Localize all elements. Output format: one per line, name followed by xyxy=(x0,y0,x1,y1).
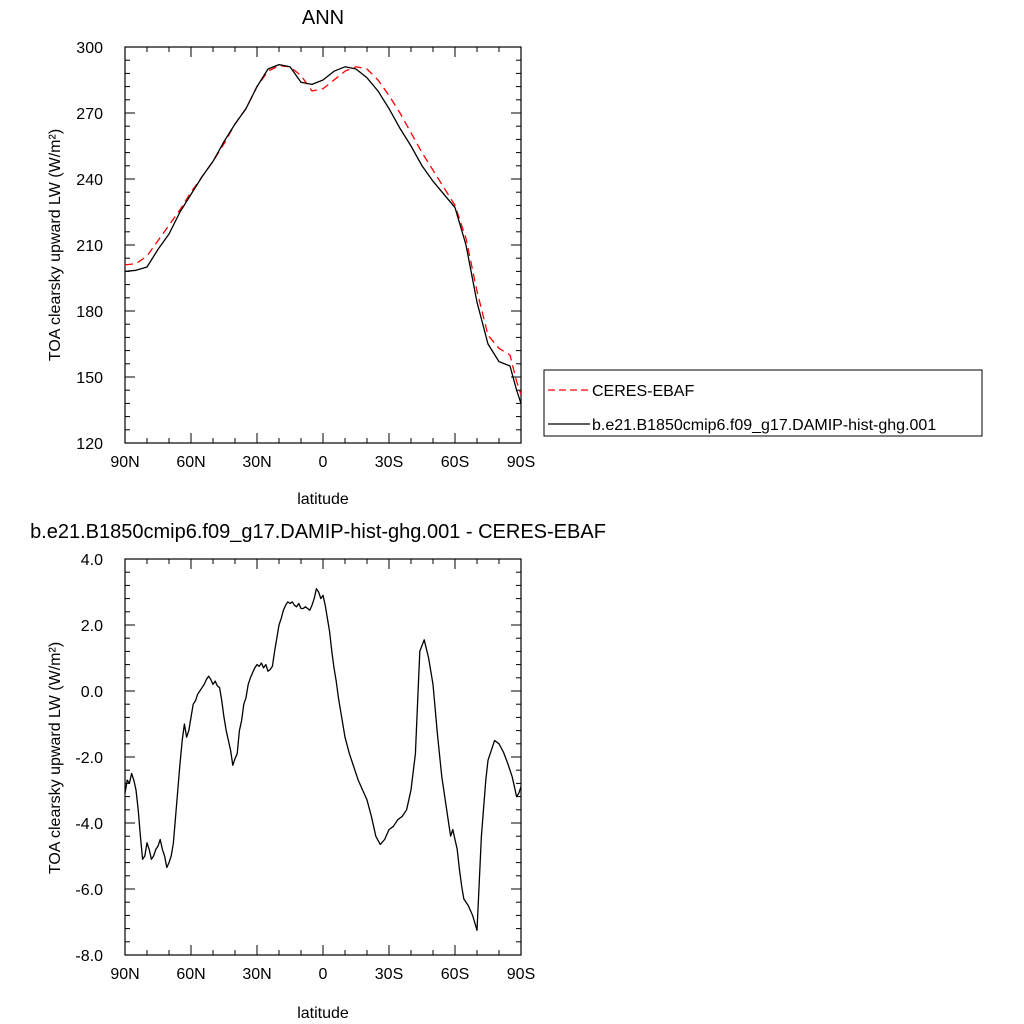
top-y-tick-label: 270 xyxy=(76,106,103,123)
bottom-y-tick-label: 4.0 xyxy=(81,552,103,569)
top-x-tick-label: 90S xyxy=(507,454,535,471)
top-panel: ANN 90N 60N 30N 0 30S 60S 90S 120 150 180 210 240 27… xyxy=(47,7,983,508)
bottom-plot-frame xyxy=(124,558,522,956)
bottom-y-tick-label: -4.0 xyxy=(75,816,103,833)
bottom-x-tick-label: 30N xyxy=(242,966,271,983)
bottom-y-tick-label: -2.0 xyxy=(75,750,103,767)
bottom-y-tick-label: 0.0 xyxy=(81,684,103,701)
legend: CERES-EBAF b.e21.B1850cmip6.f09_g17.DAMI… xyxy=(543,369,983,437)
top-y-tick-label: 150 xyxy=(76,370,103,387)
top-x-tick-label: 60N xyxy=(176,454,205,471)
bottom-x-axis-label: latitude xyxy=(297,1005,349,1022)
bottom-series-line-0 xyxy=(125,588,521,931)
bottom-y-tick-label: 2.0 xyxy=(81,618,103,635)
bottom-x-tick-label: 60N xyxy=(176,966,205,983)
legend-label-model: b.e21.B1850cmip6.f09_g17.DAMIP-hist-ghg.… xyxy=(592,417,936,434)
top-y-tick-label: 120 xyxy=(76,436,103,453)
top-y-tick-label: 210 xyxy=(76,238,103,255)
legend-box xyxy=(543,369,983,437)
top-chart-title: ANN xyxy=(302,7,344,29)
top-y-tick-label: 240 xyxy=(76,172,103,189)
bottom-x-tick-label: 60S xyxy=(441,966,469,983)
top-x-axis-label: latitude xyxy=(297,491,349,508)
bottom-panel: b.e21.B1850cmip6.f09_g17.DAMIP-hist-ghg.… xyxy=(30,521,606,1022)
top-plot-frame xyxy=(124,46,522,444)
top-series-line-0 xyxy=(125,65,521,395)
top-series-line-1 xyxy=(125,63,521,404)
top-x-tick-label: 30N xyxy=(242,454,271,471)
bottom-y-tick-label: -6.0 xyxy=(75,882,103,899)
bottom-x-tick-label: 90S xyxy=(507,966,535,983)
top-x-tick-label: 90N xyxy=(110,454,139,471)
top-x-tick-label: 30S xyxy=(375,454,403,471)
bottom-y-axis-label: TOA clearsky upward LW (W/m²) xyxy=(47,642,64,874)
bottom-x-tick-label: 90N xyxy=(110,966,139,983)
top-y-axis-label: TOA clearsky upward LW (W/m²) xyxy=(47,129,64,361)
bottom-chart-title: b.e21.B1850cmip6.f09_g17.DAMIP-hist-ghg.… xyxy=(30,521,606,543)
bottom-x-tick-label: 30S xyxy=(375,966,403,983)
top-x-tick-label: 0 xyxy=(319,454,328,471)
top-y-tick-label: 300 xyxy=(76,40,103,57)
top-y-tick-label: 180 xyxy=(76,304,103,321)
top-x-tick-label: 60S xyxy=(441,454,469,471)
bottom-x-tick-label: 0 xyxy=(319,966,328,983)
bottom-y-tick-label: -8.0 xyxy=(75,948,103,965)
legend-label-ceres: CERES-EBAF xyxy=(592,383,694,400)
